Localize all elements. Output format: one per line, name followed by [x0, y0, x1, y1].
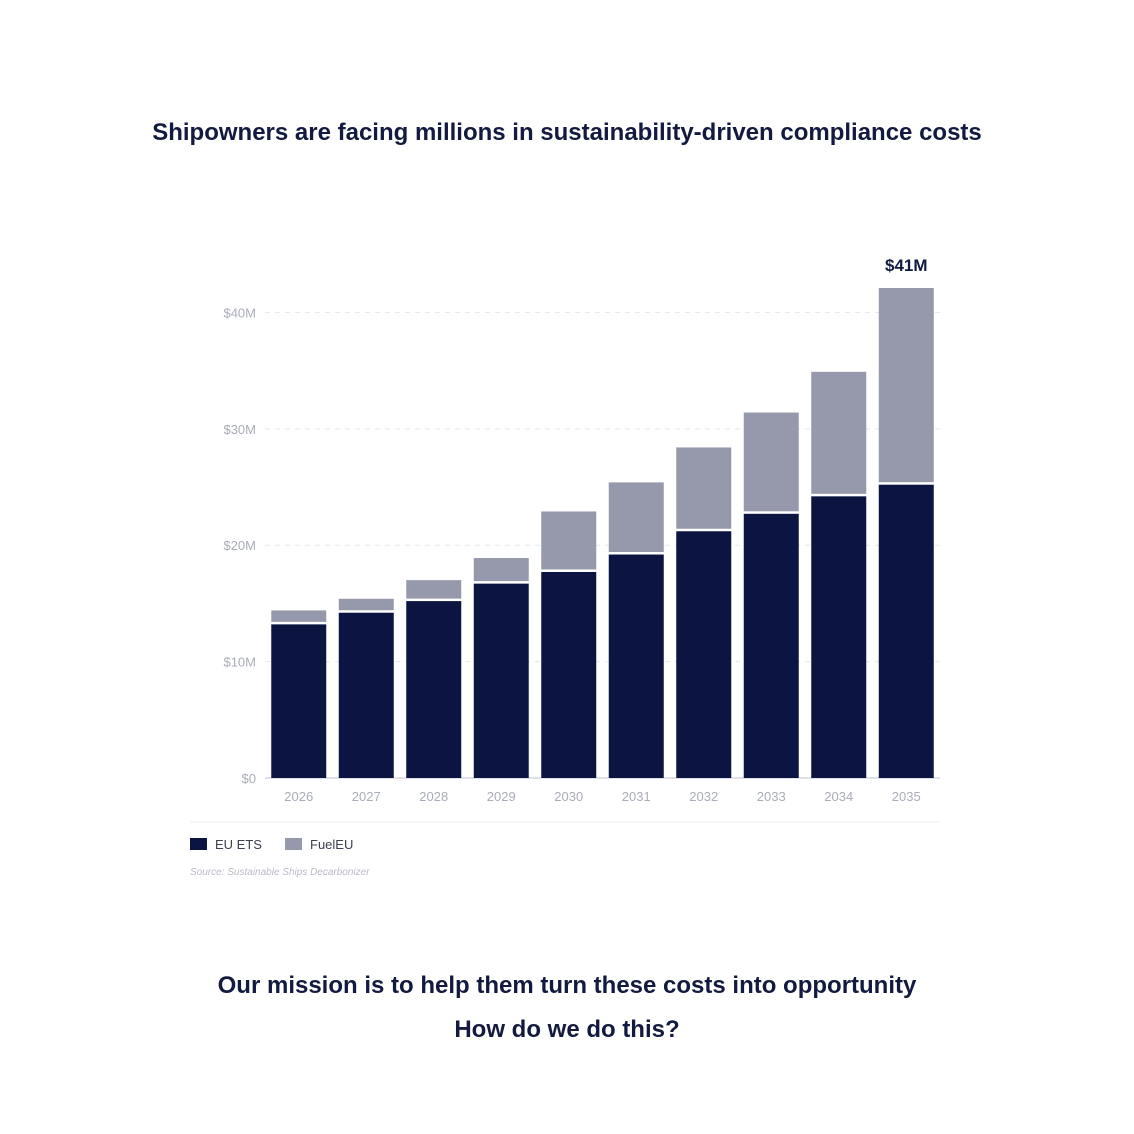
x-tick-label: 2026: [284, 789, 313, 804]
y-tick-label: $40M: [223, 305, 256, 320]
x-tick-label: 2033: [757, 789, 786, 804]
x-tick-label: 2031: [622, 789, 651, 804]
bar-eu-ets-2026: [271, 624, 327, 778]
x-tick-label: 2027: [352, 789, 381, 804]
bar-fueleu-2029: [473, 558, 529, 582]
x-axis-labels: 2026 2027 2028 2029 2030 2031 2032 2033 2034 2035: [284, 789, 920, 804]
bar-fueleu-2028: [406, 580, 462, 599]
bar-eu-ets-2031: [608, 554, 664, 778]
x-tick-label: 2034: [824, 789, 853, 804]
bar-eu-ets-2029: [473, 583, 529, 778]
bar-eu-ets-2032: [676, 531, 732, 778]
source-note: Source: Sustainable Ships Decarbonizer: [190, 867, 370, 878]
bar-fueleu-2033: [743, 412, 799, 512]
bar-fueleu-2030: [541, 511, 597, 570]
y-tick-label: $20M: [223, 538, 256, 553]
bar-eu-ets-2035: [878, 484, 934, 778]
mission-statement: Our mission is to help them turn these c…: [217, 972, 917, 999]
bar-fueleu-2032: [676, 447, 732, 529]
bar-fueleu-2027: [338, 598, 394, 611]
bar-fueleu-2035: [878, 288, 934, 483]
legend-label: EU ETS: [215, 837, 262, 852]
y-tick-label: $30M: [223, 422, 256, 437]
bar-eu-ets-2033: [743, 513, 799, 778]
bar-eu-ets-2030: [541, 571, 597, 778]
bar-eu-ets-2034: [811, 496, 867, 778]
y-tick-label: $10M: [223, 655, 256, 670]
legend-swatch-fueleu: [285, 838, 302, 850]
legend-label: FuelEU: [310, 837, 353, 852]
legend-swatch-eu-ets: [190, 838, 207, 850]
x-tick-label: 2030: [554, 789, 583, 804]
annotations: $41M: [885, 256, 928, 275]
bar-fueleu-2034: [811, 371, 867, 494]
bars: [271, 288, 934, 778]
x-tick-label: 2035: [892, 789, 921, 804]
total-value-label: $41M: [885, 256, 928, 275]
x-tick-label: 2028: [419, 789, 448, 804]
bar-fueleu-2031: [608, 482, 664, 553]
x-tick-label: 2032: [689, 789, 718, 804]
y-tick-label: $0: [242, 771, 256, 786]
bar-eu-ets-2028: [406, 601, 462, 778]
bar-eu-ets-2027: [338, 612, 394, 778]
page-title: Shipowners are facing millions in sustai…: [152, 119, 982, 146]
legend: EU ETS FuelEU: [190, 837, 353, 852]
x-tick-label: 2029: [487, 789, 516, 804]
bar-fueleu-2026: [271, 610, 327, 622]
question-line: How do we do this?: [454, 1016, 680, 1043]
y-axis-labels: $0 $10M $20M $30M $40M: [223, 305, 256, 786]
